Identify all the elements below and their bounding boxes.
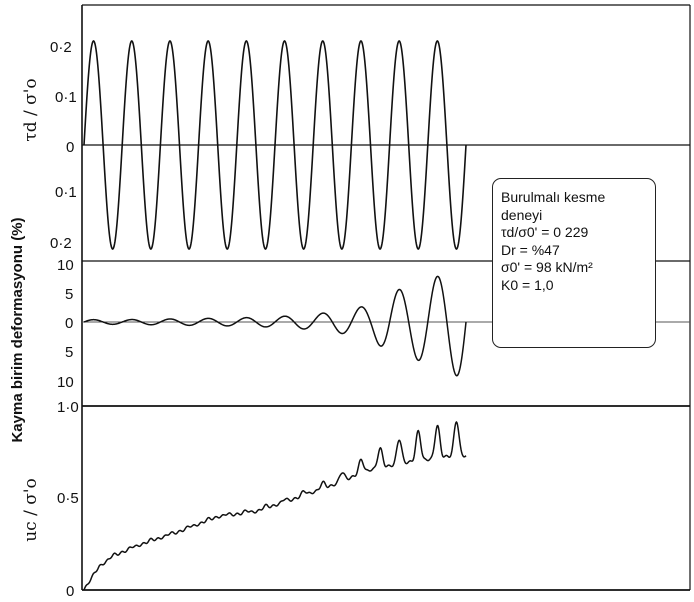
bot-tick-2: 0·5: [57, 490, 79, 507]
pore-pressure-ratio-line: [83, 421, 467, 591]
cyclic-stress-ratio-line: [83, 40, 467, 250]
info-title-line1: Burulmalı kesme: [501, 189, 606, 205]
bottom-panel-ylabel: uc / σ'o: [21, 478, 41, 542]
mid-tick-4: 5: [65, 344, 73, 361]
top-tick-3: 0: [66, 139, 74, 156]
top-panel-ylabel: τd / σ'o: [21, 78, 41, 141]
mid-tick-5: 10: [57, 374, 74, 391]
top-tick-4: 0·1: [55, 184, 77, 201]
mid-tick-1: 10: [57, 257, 74, 274]
info-relative-density: Dr = %47: [501, 241, 560, 258]
info-title-line2: deneyi: [501, 206, 543, 223]
bot-tick-1: 1·0: [57, 399, 79, 416]
middle-panel-ylabel: Kayma birim deformasyonu (%): [9, 217, 26, 442]
info-stress-ratio: τd/σ0' = 0 229: [501, 224, 589, 240]
bot-tick-3: 0: [66, 583, 74, 600]
info-confining-stress: σ0' = 98 kN/m²: [501, 259, 593, 275]
axes-frame: [81, 4, 691, 591]
top-tick-1: 0·2: [50, 39, 72, 56]
top-tick-5: 0·2: [50, 235, 72, 252]
mid-tick-3: 0: [65, 315, 73, 332]
top-tick-2: 0·1: [55, 89, 77, 106]
test-info-box: Burulmalı kesme deneyi τd/σ0' = 0 229 Dr…: [492, 178, 656, 348]
info-k0: K0 = 1,0: [501, 276, 554, 293]
shear-strain-line: [83, 275, 467, 377]
mid-tick-2: 5: [65, 286, 73, 303]
tick-labels: 0·2 0·1 0 0·1 0·2 10 5 0 5 10 1·0 0·5 0: [50, 39, 79, 600]
